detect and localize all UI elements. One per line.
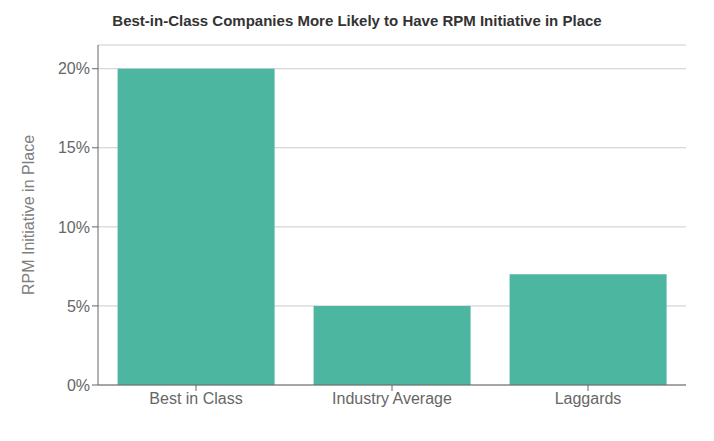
svg-text:Industry Average: Industry Average [332, 390, 452, 407]
svg-text:0%: 0% [67, 377, 90, 394]
svg-text:5%: 5% [67, 298, 90, 315]
svg-text:Best in Class: Best in Class [149, 390, 242, 407]
svg-text:10%: 10% [58, 219, 90, 236]
html-text:Best-in-Class Companies More L: Best-in-Class Companies More Likely to H… [112, 12, 602, 29]
svg-text:RPM Initiative in Place: RPM Initiative in Place [20, 135, 37, 295]
svg-text:Laggards: Laggards [555, 390, 622, 407]
svg-text:15%: 15% [58, 139, 90, 156]
svg-text:20%: 20% [58, 60, 90, 77]
